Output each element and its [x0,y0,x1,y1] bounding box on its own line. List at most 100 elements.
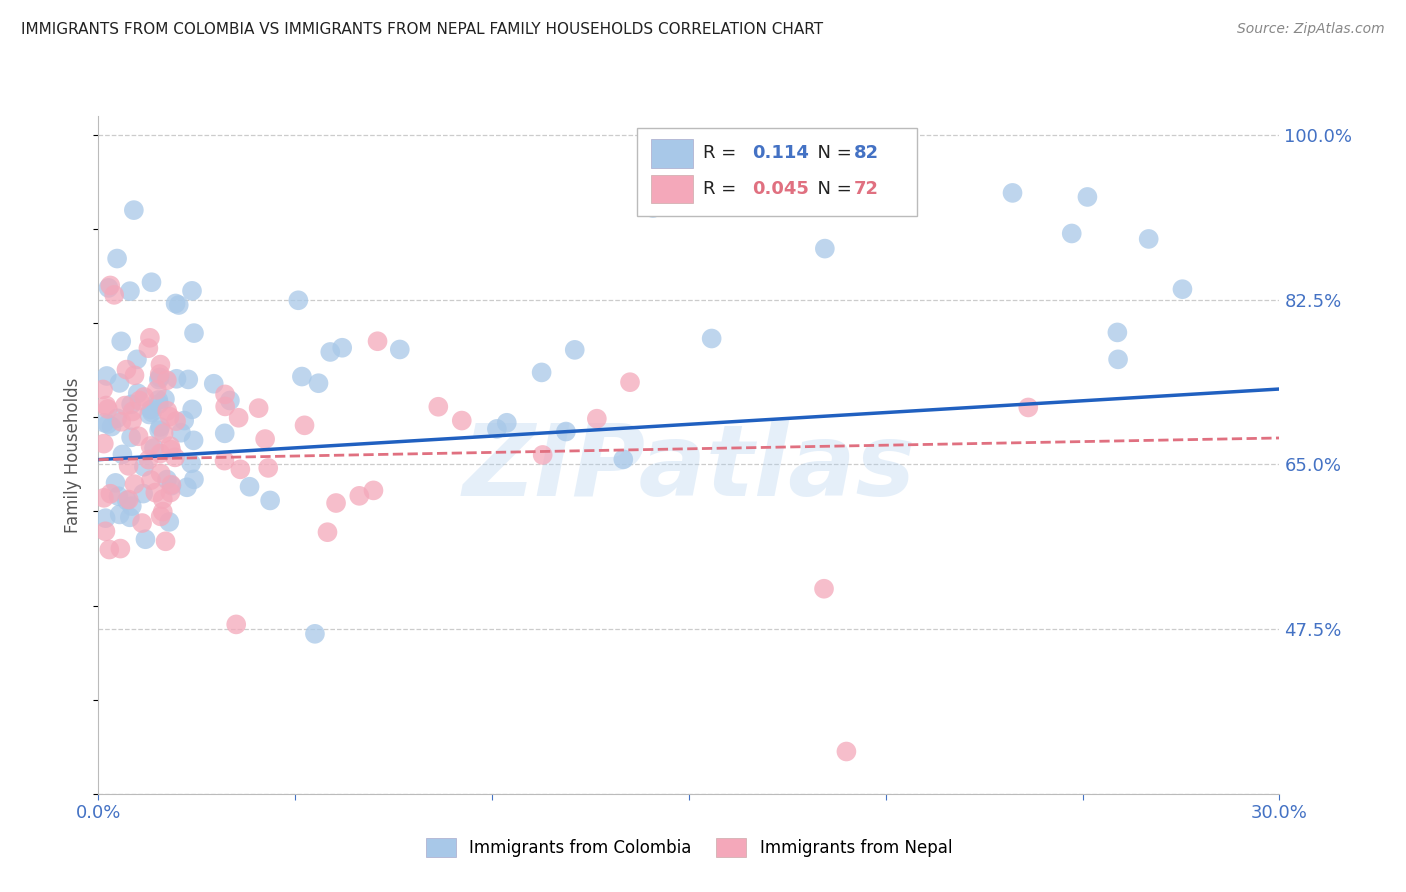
Point [612,452,634,467]
Point [143,441,166,455]
Point [165,296,187,310]
Legend: Immigrants from Colombia, Immigrants from Nepal: Immigrants from Colombia, Immigrants fro… [419,831,959,863]
Point [316,525,339,540]
Point [132,459,155,474]
Point [141,275,163,289]
Point [139,473,162,487]
Point [139,402,162,417]
Text: 0.045: 0.045 [752,180,808,198]
Point [100,486,122,500]
Point [287,293,309,308]
Point [813,582,835,596]
Point [1137,232,1160,246]
Point [149,367,172,381]
Point [159,439,181,453]
Text: 0.114: 0.114 [752,145,808,162]
Text: N =: N = [806,145,858,162]
Point [120,430,142,444]
Point [564,343,586,357]
Point [319,345,342,359]
Point [835,744,858,758]
Point [155,534,177,549]
Point [294,418,316,433]
Point [93,491,115,505]
Point [180,456,202,470]
Point [103,288,125,302]
Point [330,341,353,355]
Point [157,515,180,529]
Point [167,298,190,312]
Point [134,390,156,404]
Point [219,393,242,408]
Point [139,439,162,453]
Point [100,419,122,434]
Point [225,617,247,632]
Point [156,473,179,487]
Point [138,452,160,467]
Point [117,458,139,473]
Text: IMMIGRANTS FROM COLOMBIA VS IMMIGRANTS FROM NEPAL FAMILY HOUSEHOLDS CORRELATION : IMMIGRANTS FROM COLOMBIA VS IMMIGRANTS F… [21,22,824,37]
Point [152,426,174,441]
Point [134,533,156,547]
Point [228,410,250,425]
Point [1171,282,1194,296]
Point [1017,401,1039,415]
Y-axis label: Family Households: Family Households [65,377,83,533]
Point [149,467,172,481]
Point [1076,190,1098,204]
Point [128,429,150,443]
Point [531,448,554,462]
Point [110,415,132,429]
Point [247,401,270,416]
Point [153,392,176,406]
Point [238,480,260,494]
Point [173,413,195,427]
Point [145,383,167,397]
Point [149,420,172,434]
Point [115,493,138,508]
Point [160,442,183,457]
Point [177,372,200,386]
Point [485,422,508,436]
Point [229,462,252,476]
Point [152,505,174,519]
Point [159,485,181,500]
Point [814,242,837,256]
Point [156,373,179,387]
Point [108,508,131,522]
Point [149,509,172,524]
Point [257,461,280,475]
Point [138,341,160,355]
Point [304,627,326,641]
Point [107,489,129,503]
Point [214,400,236,414]
Point [97,401,120,416]
Point [118,284,141,298]
Point [111,447,134,461]
Point [149,370,172,384]
Point [450,413,472,427]
Point [149,446,172,460]
Point [97,281,120,295]
Point [118,492,141,507]
Point [181,402,204,417]
Point [132,486,155,500]
Point [110,334,132,349]
Text: Source: ZipAtlas.com: Source: ZipAtlas.com [1237,22,1385,37]
Point [349,489,371,503]
Point [125,352,148,367]
Point [308,376,330,391]
Point [214,426,236,441]
Point [120,397,142,411]
Point [183,472,205,486]
Point [1107,352,1129,367]
Point [641,201,664,215]
Point [94,511,117,525]
Point [1060,227,1083,241]
Point [91,383,114,397]
Point [122,203,145,218]
Point [170,425,193,440]
Text: 82: 82 [853,145,879,162]
Point [166,372,188,386]
Point [176,480,198,494]
